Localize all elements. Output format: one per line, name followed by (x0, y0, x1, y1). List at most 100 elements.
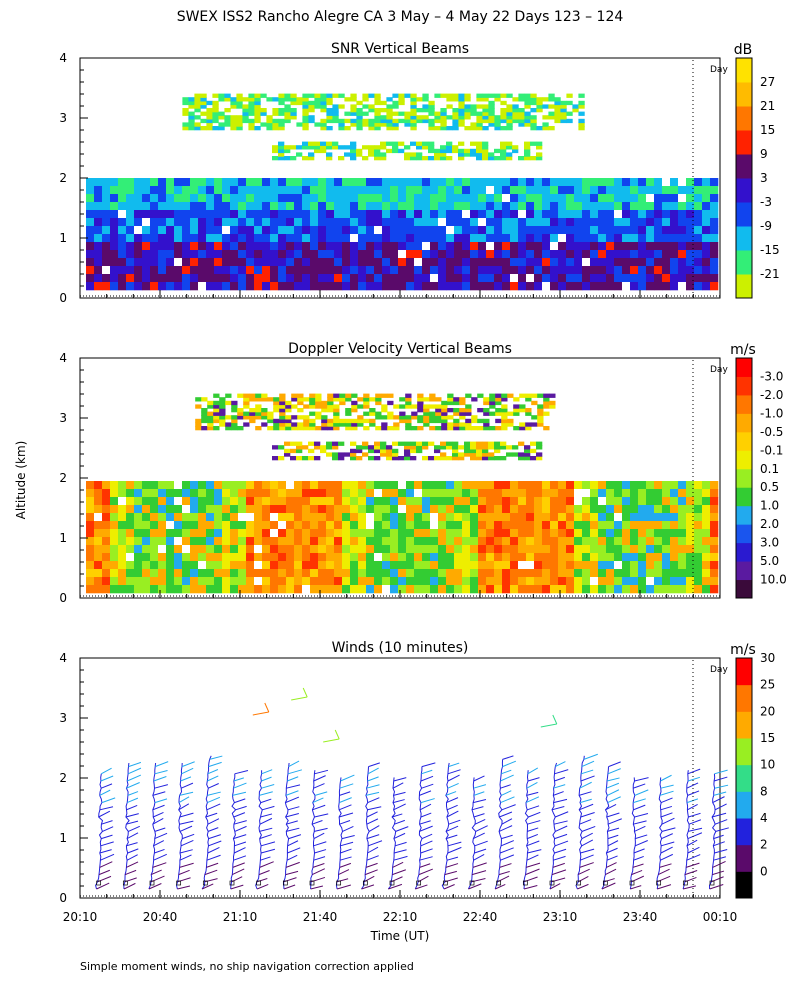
doppler-cell (363, 393, 370, 398)
wind-barb (634, 825, 646, 832)
doppler-cell (486, 561, 495, 570)
snr-cell (686, 258, 695, 267)
snr-cell (550, 210, 559, 219)
doppler-cell (230, 577, 239, 586)
doppler-cell (174, 505, 183, 514)
snr-cell (118, 194, 127, 203)
snr-cell (542, 258, 551, 267)
doppler-cell (452, 445, 459, 450)
doppler-cell (686, 585, 695, 594)
wind-barb (634, 789, 649, 796)
snr-cell (486, 242, 495, 251)
wind-barb (313, 832, 325, 840)
wind-barb (419, 790, 432, 796)
doppler-cell (686, 545, 695, 554)
doppler-cell (422, 513, 431, 522)
snr-cell (406, 234, 415, 243)
doppler-cell (526, 529, 535, 538)
doppler-cell (590, 585, 599, 594)
snr-cell (606, 250, 615, 259)
doppler-cell (510, 553, 519, 562)
snr-cell (374, 100, 381, 106)
snr-cell (230, 126, 237, 131)
wind-barb (96, 882, 110, 890)
doppler-cell (318, 481, 327, 490)
snr-cell (230, 115, 237, 120)
snr-cell (678, 282, 687, 291)
doppler-cell (190, 545, 199, 554)
doppler-cell (327, 400, 334, 406)
doppler-cell (358, 521, 367, 530)
snr-cell (318, 242, 327, 251)
doppler-cell (102, 505, 111, 514)
wind-barb (660, 774, 672, 782)
snr-cell (246, 194, 255, 203)
snr-cell (542, 122, 549, 127)
snr-cell (320, 126, 327, 131)
snr-cell (536, 156, 543, 161)
snr-cell (102, 258, 111, 267)
doppler-cell (342, 585, 351, 594)
doppler-cell (375, 411, 382, 416)
snr-cell (86, 242, 95, 251)
colorbar-swatch (736, 764, 752, 792)
doppler-cell (318, 577, 327, 586)
doppler-cell (558, 529, 567, 538)
snr-cell (190, 234, 199, 243)
doppler-cell (454, 553, 463, 562)
doppler-cell (230, 481, 239, 490)
doppler-cell (510, 529, 519, 538)
wind-profile-staff (601, 766, 610, 890)
doppler-cell (102, 489, 111, 498)
doppler-cell (94, 561, 103, 570)
snr-cell (286, 274, 295, 283)
wind-barb (179, 820, 194, 825)
doppler-cell (174, 529, 183, 538)
doppler-cell (543, 411, 550, 416)
doppler-cell (110, 577, 119, 586)
snr-cell (428, 104, 435, 109)
snr-cell (174, 186, 183, 195)
wind-barb (361, 884, 375, 890)
snr-cell (222, 250, 231, 259)
snr-cell (536, 104, 543, 109)
doppler-cell (582, 585, 591, 594)
doppler-cell (222, 505, 231, 514)
doppler-cell (694, 561, 703, 570)
snr-cell (134, 250, 143, 259)
wind-barb (340, 774, 355, 782)
doppler-cell (447, 415, 454, 420)
doppler-cell (622, 537, 631, 546)
doppler-cell (182, 561, 191, 570)
snr-cell (86, 226, 95, 235)
doppler-cell (366, 577, 375, 586)
doppler-cell (501, 426, 508, 431)
doppler-cell (190, 513, 199, 522)
doppler-cell (606, 577, 615, 586)
doppler-cell (662, 481, 671, 490)
snr-cell (454, 266, 463, 275)
colorbar-swatch (736, 658, 752, 686)
snr-cell (390, 274, 399, 283)
doppler-cell (638, 545, 647, 554)
snr-cell (290, 100, 297, 106)
wind-barb (368, 840, 383, 847)
doppler-cell (502, 529, 511, 538)
wind-barb (392, 782, 404, 789)
wind-station-marker (336, 880, 342, 886)
wind-station-marker (309, 880, 315, 886)
snr-cell (670, 226, 679, 235)
doppler-cell (309, 404, 316, 409)
doppler-cell (126, 545, 135, 554)
snr-cell (446, 218, 455, 227)
snr-cell (536, 145, 543, 150)
snr-cell (512, 118, 519, 124)
snr-cell (126, 250, 135, 259)
snr-cell (534, 210, 543, 219)
doppler-cell (231, 404, 238, 409)
wind-barb (552, 714, 558, 725)
snr-cell (554, 100, 561, 106)
doppler-cell (279, 393, 286, 398)
wind-profile-staff (95, 773, 104, 890)
doppler-cell (441, 415, 448, 420)
